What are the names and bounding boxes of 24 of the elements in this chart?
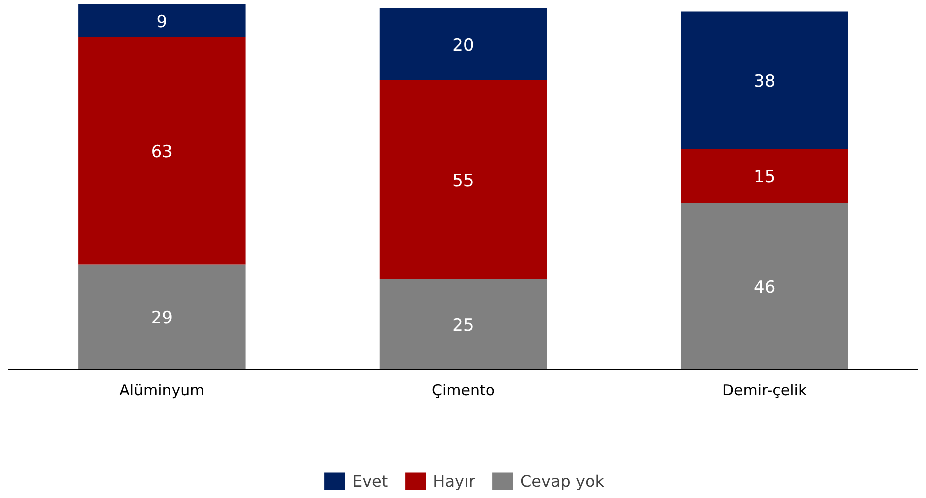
data-label: 20 [452, 36, 474, 56]
x-tick-label: Demir-çelik [722, 382, 808, 400]
data-label: 15 [754, 168, 776, 188]
bar [78, 4, 246, 38]
legend-label: Evet [352, 472, 388, 490]
bar [78, 37, 246, 265]
bar [380, 80, 548, 280]
data-label: 29 [151, 308, 173, 329]
legend-label: Cevap yok [520, 472, 605, 490]
data-label: 63 [151, 142, 173, 162]
bar [681, 203, 848, 370]
bar [681, 149, 848, 204]
x-tick-label: Çimento [432, 382, 496, 400]
x-tick-label: Alüminyum [120, 382, 205, 400]
data-label: 25 [452, 316, 474, 336]
bar [681, 12, 848, 150]
data-label: 46 [754, 278, 776, 298]
data-label: 9 [156, 12, 168, 32]
bar [78, 264, 246, 370]
legend-label: Hayır [433, 472, 476, 490]
data-label: 38 [754, 72, 776, 92]
bar [380, 279, 548, 370]
bar [380, 8, 548, 80]
data-label: 55 [452, 171, 474, 192]
